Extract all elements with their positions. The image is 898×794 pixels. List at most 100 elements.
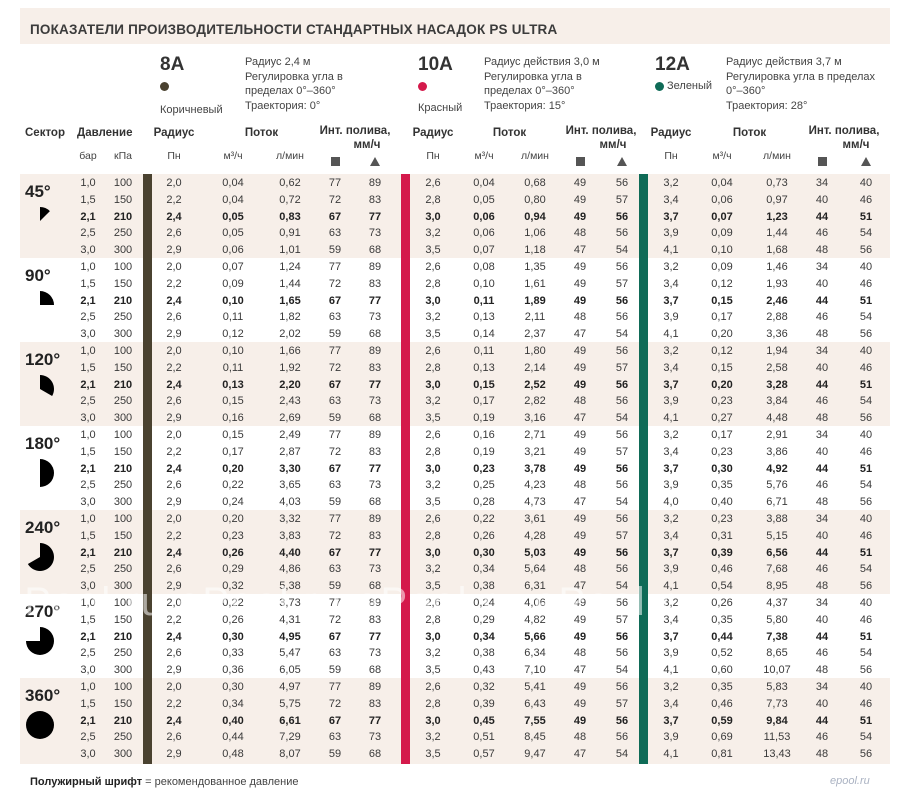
- pressure-kpa-cell: 300: [113, 244, 133, 257]
- radius-cell: 4,0: [663, 496, 679, 509]
- sector-angle-label: 90°: [25, 266, 51, 285]
- triangle-pattern-icon: [861, 157, 871, 166]
- radius-cell: 2,8: [425, 529, 441, 542]
- intensity-square-cell: 44: [815, 378, 829, 391]
- pressure-bar-cell: 2,5: [80, 395, 96, 408]
- intensity-square-cell: 49: [573, 361, 587, 374]
- flow-m3h-cell: 0,43: [473, 664, 495, 677]
- radius-cell: 3,2: [663, 261, 679, 273]
- intensity-triangle-cell: 57: [615, 361, 629, 374]
- radius-cell: 3,5: [425, 244, 441, 257]
- intensity-triangle-cell: 57: [615, 193, 629, 206]
- flow-m3h-cell: 0,59: [711, 714, 733, 727]
- intensity-square-cell: 48: [573, 647, 587, 660]
- pressure-kpa-cell: 250: [113, 311, 133, 324]
- flow-lmin-cell: 5,76: [766, 479, 788, 492]
- intensity-triangle-cell: 56: [859, 748, 873, 761]
- radius-cell: 3,4: [663, 361, 679, 374]
- table-row: 2,1 210 2,4 0,40 6,61 67 77 3,0 0,45 7,55 49 56 3,7 0…: [0, 713, 898, 730]
- flow-lmin-cell: 3,84: [766, 395, 788, 408]
- pressure-kpa-cell: 100: [113, 681, 133, 693]
- nozzle-color-name: Красный: [418, 102, 463, 114]
- nozzle-stripe-8a: [143, 678, 152, 764]
- intensity-square-cell: 48: [573, 731, 587, 744]
- intensity-triangle-cell: 54: [859, 563, 873, 576]
- intensity-triangle-cell: 57: [615, 445, 629, 458]
- intensity-square-cell: 34: [815, 177, 829, 189]
- intensity-triangle-cell: 56: [615, 395, 629, 408]
- intensity-square-cell: 63: [328, 311, 342, 324]
- flow-lmin-cell: 3,21: [524, 445, 546, 458]
- radius-cell: 2,9: [166, 412, 182, 425]
- radius-cell: 2,6: [425, 429, 441, 441]
- radius-cell: 2,0: [166, 513, 182, 525]
- flow-m3h-cell: 0,32: [222, 580, 244, 593]
- flow-m3h-cell: 0,12: [222, 328, 244, 341]
- table-row: 3,0 300 2,9 0,48 8,07 59 68 3,5 0,57 9,47 47 54 4,1 0…: [0, 746, 898, 763]
- pressure-bar-cell: 1,0: [80, 429, 96, 441]
- flow-lmin-cell: 3,73: [279, 597, 301, 609]
- intensity-triangle-cell: 68: [368, 748, 382, 761]
- radius-cell: 3,2: [425, 731, 441, 744]
- flow-m3h-cell: 0,11: [473, 345, 495, 357]
- nozzle-stripe-8a: [143, 258, 152, 344]
- header-flow-lmin-unit: л/мин: [521, 150, 549, 162]
- flow-lmin-cell: 4,86: [279, 563, 301, 576]
- flow-m3h-cell: 0,24: [473, 597, 495, 609]
- sector-band-bg: [20, 426, 890, 512]
- intensity-triangle-cell: 68: [368, 496, 382, 509]
- intensity-square-cell: 48: [815, 496, 829, 509]
- intensity-triangle-cell: 40: [859, 177, 873, 189]
- intensity-square-cell: 63: [328, 227, 342, 240]
- table-row: 1,0 100 2,0 0,04 0,62 77 89 2,6 0,04 0,68 49 56 3,2 0…: [0, 175, 898, 192]
- intensity-triangle-cell: 56: [615, 378, 629, 391]
- nozzle-desc-line: Траектория: 28°: [726, 99, 808, 112]
- flow-m3h-cell: 0,39: [473, 697, 495, 710]
- flow-m3h-cell: 0,27: [711, 412, 733, 425]
- intensity-square-cell: 40: [815, 613, 829, 626]
- pressure-kpa-cell: 210: [113, 714, 133, 727]
- intensity-square-cell: 77: [328, 513, 342, 525]
- intensity-square-cell: 49: [573, 429, 587, 441]
- radius-cell: 3,7: [663, 546, 679, 559]
- table-row: 1,5 150 2,2 0,04 0,72 72 83 2,8 0,05 0,80 49 57 3,4 0…: [0, 192, 898, 209]
- flow-m3h-cell: 0,07: [711, 210, 733, 223]
- flow-lmin-cell: 2,91: [766, 429, 788, 441]
- intensity-square-cell: 59: [328, 496, 342, 509]
- intensity-triangle-cell: 56: [615, 227, 629, 240]
- flow-lmin-cell: 3,16: [524, 412, 546, 425]
- intensity-triangle-cell: 77: [368, 714, 382, 727]
- flow-lmin-cell: 2,11: [524, 311, 546, 324]
- intensity-triangle-cell: 56: [615, 261, 629, 273]
- radius-cell: 3,7: [663, 294, 679, 307]
- intensity-triangle-cell: 73: [368, 647, 382, 660]
- radius-cell: 3,2: [425, 395, 441, 408]
- flow-m3h-cell: 0,15: [222, 429, 244, 441]
- radius-cell: 3,2: [663, 681, 679, 693]
- pressure-bar-cell: 3,0: [80, 580, 96, 593]
- radius-cell: 4,1: [663, 580, 679, 593]
- flow-m3h-cell: 0,16: [222, 412, 244, 425]
- intensity-square-cell: 49: [573, 613, 587, 626]
- intensity-triangle-cell: 56: [615, 546, 629, 559]
- nozzle-stripe-10a: [401, 510, 410, 596]
- flow-m3h-cell: 0,30: [473, 546, 495, 559]
- table-row: 2,5 250 2,6 0,11 1,82 63 73 3,2 0,13 2,11 48 56 3,9 0…: [0, 309, 898, 326]
- radius-cell: 3,0: [425, 462, 441, 475]
- pressure-bar-cell: 3,0: [80, 664, 96, 677]
- nozzle-stripe-12a: [639, 174, 648, 260]
- intensity-triangle-cell: 68: [368, 328, 382, 341]
- pressure-bar-cell: 2,1: [80, 294, 96, 307]
- intensity-square-cell: 40: [815, 697, 829, 710]
- header-intensity: Инт. полива,: [808, 125, 880, 137]
- intensity-triangle-cell: 56: [615, 714, 629, 727]
- intensity-triangle-cell: 83: [368, 529, 382, 542]
- header-flow-lmin-unit: л/мин: [763, 150, 791, 162]
- intensity-square-cell: 49: [573, 445, 587, 458]
- table-row: 3,0 300 2,9 0,32 5,38 59 68 3,5 0,38 6,31 47 54 4,1 0…: [0, 578, 898, 595]
- intensity-triangle-cell: 83: [368, 193, 382, 206]
- nozzle-desc-line: Траектория: 15°: [484, 99, 566, 112]
- intensity-triangle-cell: 51: [859, 210, 873, 223]
- radius-cell: 2,4: [166, 462, 182, 475]
- radius-cell: 2,6: [166, 227, 182, 240]
